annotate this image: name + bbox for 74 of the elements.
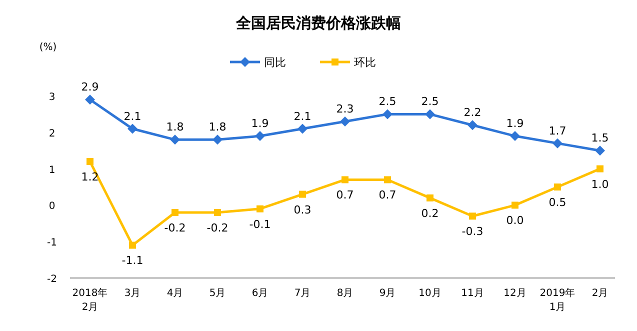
y-axis-title: (%) <box>39 42 57 53</box>
data-label: 2.5 <box>378 95 396 108</box>
data-label: 1.0 <box>591 178 609 191</box>
point <box>85 94 95 105</box>
point <box>512 202 518 209</box>
point <box>552 138 562 148</box>
point <box>596 165 604 172</box>
x-tick-label: 12月 <box>504 288 526 299</box>
point <box>255 131 265 142</box>
data-label: 1.8 <box>166 120 184 134</box>
data-label: 1.7 <box>548 124 566 138</box>
legend-label: 同比 <box>264 56 286 69</box>
point <box>425 109 435 120</box>
data-label: 2.2 <box>464 106 482 120</box>
x-tick-label: 2018年 2月 <box>72 287 108 313</box>
data-label: -1.1 <box>122 254 144 268</box>
data-label: 0.7 <box>336 188 354 202</box>
point <box>595 146 605 156</box>
y-tick-label: 3 <box>48 92 56 103</box>
data-label: -0.3 <box>462 225 484 238</box>
point <box>299 190 306 198</box>
point <box>212 134 222 145</box>
point <box>384 176 391 184</box>
y-tick-label: -1 <box>47 238 57 249</box>
y-tick-label: 0 <box>48 201 56 212</box>
point <box>554 184 561 190</box>
legend-label: 环比 <box>354 56 376 69</box>
x-tick-label: 11月 <box>461 288 484 299</box>
data-label: 1.8 <box>208 120 226 134</box>
data-label: 2.1 <box>124 110 142 123</box>
data-label: 1.9 <box>506 117 524 130</box>
point <box>340 116 350 126</box>
point <box>170 134 180 145</box>
point <box>129 242 136 249</box>
point <box>172 208 178 216</box>
point <box>342 176 348 184</box>
point <box>128 124 138 134</box>
data-label: 1.9 <box>251 117 269 130</box>
point <box>86 158 94 166</box>
point <box>510 131 520 142</box>
data-label: 2.1 <box>294 110 312 123</box>
x-tick-label: 2月 <box>592 288 608 299</box>
chart-title: 全国居民消费价格涨跌幅 <box>235 14 401 32</box>
x-tick-label: 8月 <box>336 288 354 299</box>
data-label: -0.1 <box>249 218 271 231</box>
x-tick-label: 4月 <box>166 288 184 299</box>
point <box>469 212 476 220</box>
data-label: 1.5 <box>591 132 609 145</box>
data-label: -0.2 <box>164 221 186 234</box>
y-tick-label: 1 <box>48 164 56 176</box>
point <box>426 194 434 202</box>
y-tick-label: -2 <box>47 274 57 285</box>
point <box>214 208 221 216</box>
data-label: 2.3 <box>336 102 354 116</box>
data-label: 0.3 <box>294 203 312 216</box>
point <box>256 205 264 212</box>
x-tick-label: 9月 <box>379 288 396 299</box>
point <box>382 109 392 120</box>
y-tick-label: 2 <box>48 128 56 140</box>
point <box>468 120 478 130</box>
x-tick-label: 10月 <box>418 288 442 299</box>
x-tick-label: 7月 <box>294 288 311 299</box>
data-label: 0.5 <box>548 196 566 209</box>
data-label: 2.5 <box>421 95 439 108</box>
point <box>298 124 308 134</box>
data-label: -0.2 <box>206 221 228 234</box>
data-label: 0.7 <box>378 188 396 202</box>
x-tick-label: 3月 <box>124 288 141 299</box>
x-tick-label: 5月 <box>209 288 226 299</box>
data-label: 0.0 <box>506 214 524 228</box>
x-tick-label: 6月 <box>252 288 268 299</box>
data-label: 0.2 <box>421 206 439 220</box>
data-label: 2.9 <box>81 80 99 94</box>
x-tick-label: 2019年 1月 <box>540 287 576 313</box>
